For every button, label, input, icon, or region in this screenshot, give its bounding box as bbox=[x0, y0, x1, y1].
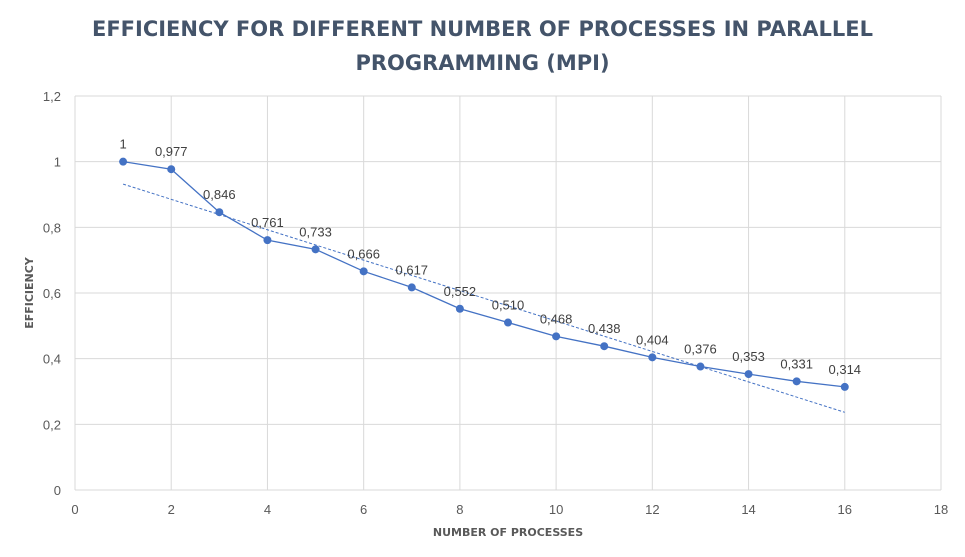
y-tick-label: 0,8 bbox=[43, 220, 61, 235]
data-point bbox=[215, 208, 224, 217]
chart-title: EFFICIENCY FOR DIFFERENT NUMBER OF PROCE… bbox=[0, 12, 965, 80]
data-label: 0,314 bbox=[829, 362, 862, 377]
x-tick-label: 18 bbox=[934, 502, 948, 517]
data-label: 0,404 bbox=[636, 332, 669, 347]
data-point bbox=[840, 382, 849, 391]
data-point bbox=[744, 370, 753, 379]
chart-title-line-1: EFFICIENCY FOR DIFFERENT NUMBER OF PROCE… bbox=[91, 17, 874, 41]
x-tick-label: 0 bbox=[71, 502, 78, 517]
x-tick-label: 16 bbox=[838, 502, 852, 517]
data-point bbox=[792, 377, 801, 386]
data-point bbox=[407, 283, 416, 292]
x-tick-label: 12 bbox=[645, 502, 659, 517]
x-tick-label: 14 bbox=[741, 502, 755, 517]
data-label: 0,353 bbox=[732, 349, 765, 364]
trendline-layer bbox=[122, 183, 845, 413]
y-tick-label: 1 bbox=[54, 155, 61, 170]
data-point bbox=[311, 245, 320, 254]
data-label: 0,761 bbox=[251, 215, 284, 230]
data-label: 0,733 bbox=[299, 224, 332, 239]
data-label: 0,666 bbox=[347, 246, 380, 261]
x-tick-label: 10 bbox=[549, 502, 563, 517]
y-tick-label: 0 bbox=[54, 483, 61, 498]
data-label: 0,552 bbox=[444, 284, 477, 299]
data-point bbox=[455, 304, 464, 313]
data-point bbox=[263, 236, 272, 245]
x-tick-label: 2 bbox=[168, 502, 175, 517]
axis-ticks: 0 2 4 6 8 10 12 14 16 18 0 0,2 0,4 0,6 0,8 1 1,2 bbox=[43, 89, 948, 517]
y-tick-label: 1,2 bbox=[43, 89, 61, 104]
x-axis-title: NUMBER OF PROCESSES bbox=[433, 526, 583, 539]
y-tick-label: 0,2 bbox=[43, 417, 61, 432]
series-layer bbox=[119, 157, 849, 391]
chart-title-line-2: PROGRAMMING (MPI) bbox=[355, 51, 610, 75]
x-tick-label: 4 bbox=[264, 502, 271, 517]
data-label: 0,376 bbox=[684, 342, 717, 357]
data-label: 0,331 bbox=[780, 356, 813, 371]
data-point bbox=[359, 267, 368, 276]
data-label: 1 bbox=[119, 137, 126, 152]
y-tick-label: 0,4 bbox=[43, 352, 61, 367]
data-label: 0,510 bbox=[492, 298, 525, 313]
trendline bbox=[122, 183, 845, 413]
y-axis-title: EFFICIENCY bbox=[23, 256, 36, 329]
series-line bbox=[123, 161, 845, 388]
data-label: 0,846 bbox=[203, 187, 236, 202]
data-label: 0,438 bbox=[588, 321, 621, 336]
data-label: 0,977 bbox=[155, 144, 188, 159]
y-tick-label: 0,6 bbox=[43, 286, 61, 301]
data-point bbox=[696, 362, 705, 371]
data-point bbox=[504, 318, 512, 327]
data-point bbox=[119, 157, 128, 166]
data-point bbox=[648, 353, 657, 362]
data-labels: 1 0,977 0,846 0,761 0,733 0,666 0,617 0,552 0,51… bbox=[119, 137, 861, 377]
data-label: 0,468 bbox=[540, 311, 573, 326]
data-point bbox=[167, 165, 176, 174]
x-tick-label: 8 bbox=[456, 502, 463, 517]
x-tick-label: 6 bbox=[360, 502, 367, 517]
data-point bbox=[600, 342, 609, 351]
data-label: 0,617 bbox=[396, 262, 429, 277]
data-point bbox=[552, 332, 561, 341]
gridlines bbox=[74, 95, 942, 491]
